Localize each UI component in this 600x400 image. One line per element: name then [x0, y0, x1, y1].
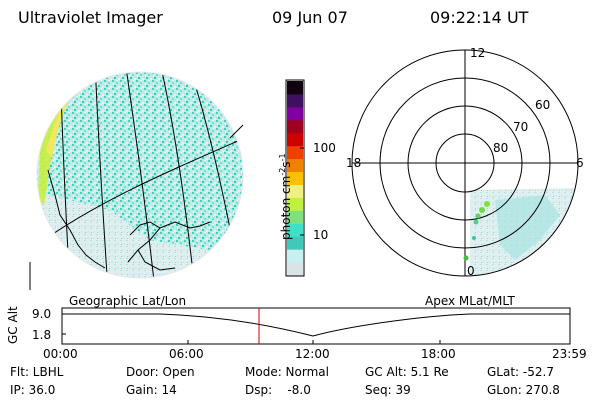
orbit-timeline	[61, 307, 571, 345]
aurora-point	[475, 213, 481, 219]
timeline-x-tick: 18:00	[421, 347, 456, 361]
lat-label-80: 80	[493, 141, 509, 155]
apex-label: Apex MLat/MLT	[425, 294, 515, 308]
info-glat: GLat: -52.7	[487, 365, 554, 379]
colorbar-segment	[287, 223, 303, 237]
colorbar-segment	[287, 81, 303, 95]
aurora-point	[484, 201, 490, 207]
timeline-y-tick-low: 1.8	[32, 328, 52, 342]
colorbar-unit-label: photon cm-2s-1	[278, 153, 293, 240]
aurora-point	[472, 236, 476, 240]
colorbar-tick-10: 10	[313, 228, 329, 242]
timeline-x-tick: 06:00	[169, 347, 204, 361]
aurora-point	[463, 255, 469, 261]
info-mode: Mode: Normal	[245, 365, 329, 379]
info-door: Door: Open	[126, 365, 195, 379]
color-scale-bar	[285, 79, 305, 277]
colorbar-segment	[287, 158, 303, 173]
colorbar-segment	[287, 119, 303, 134]
timeline-x-tick: 00:00	[43, 347, 78, 361]
mlt-label-6: 6	[576, 156, 584, 170]
info-gc-alt: GC Alt: 5.1 Re	[365, 365, 449, 379]
timeline-y-axis-label: GC Alt	[6, 306, 20, 344]
mlt-label-18: 18	[346, 156, 362, 170]
aurora-point	[479, 207, 485, 213]
info-glon: GLon: 270.8	[487, 383, 560, 397]
colorbar-segment	[287, 145, 303, 160]
geographic-label: Geographic Lat/Lon	[69, 294, 187, 308]
image-time: 09:22:14 UT	[430, 8, 529, 27]
info-gain: Gain: 14	[126, 383, 177, 397]
lat-label-70: 70	[513, 120, 529, 134]
colorbar-segment	[287, 210, 303, 224]
colorbar-segment	[287, 93, 303, 108]
timeline-x-tick: 12:00	[295, 347, 330, 361]
colorbar-segment	[287, 106, 303, 121]
aurora-point	[473, 219, 479, 225]
info-flt: Flt: LBHL	[10, 365, 64, 379]
colorbar-segment	[287, 236, 303, 250]
image-date: 09 Jun 07	[272, 8, 348, 27]
colorbar-tick-100: 100	[313, 141, 336, 155]
polar-plot	[351, 49, 579, 277]
lat-label-60: 60	[535, 98, 551, 112]
instrument-title: Ultraviolet Imager	[18, 8, 163, 27]
colorbar-segment	[287, 197, 303, 211]
info-dsp: Dsp: -8.0	[245, 383, 311, 397]
mlt-label-12: 12	[470, 46, 486, 60]
earth-limb	[36, 71, 244, 279]
colorbar-segment	[287, 249, 303, 263]
colorbar-segment	[287, 184, 303, 198]
info-ip: IP: 36.0	[10, 383, 56, 397]
colorbar-segment	[287, 262, 303, 276]
mlt-label-0: 0	[467, 264, 475, 278]
timeline-x-tick: 23:59	[552, 347, 587, 361]
info-seq: Seq: 39	[365, 383, 411, 397]
timeline-y-tick-high: 9.0	[32, 307, 52, 321]
colorbar-segment	[287, 171, 303, 185]
colorbar-segment	[287, 132, 303, 147]
altitude-curve	[62, 313, 570, 337]
earth-image	[37, 72, 243, 278]
